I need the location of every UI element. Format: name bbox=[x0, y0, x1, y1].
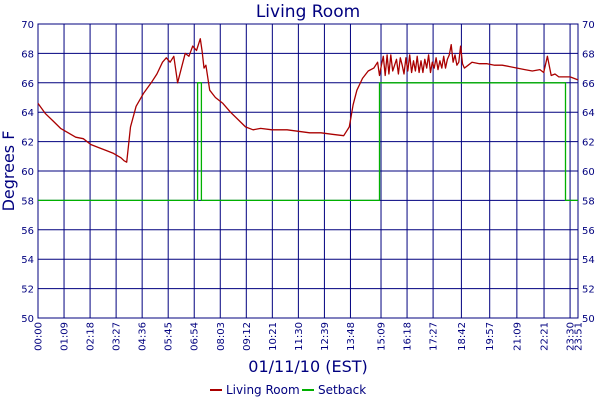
series-line-living-room bbox=[37, 38, 579, 163]
x-tick-label: 16:18 bbox=[403, 322, 414, 351]
y-tick-label-right: 64 bbox=[582, 108, 595, 119]
y-tick-label-left: 58 bbox=[21, 196, 34, 207]
y-tick-label-left: 62 bbox=[21, 138, 34, 149]
y-tick-label-right: 56 bbox=[582, 226, 595, 237]
x-tick-label: 09:12 bbox=[242, 322, 253, 351]
y-tick-label-right: 70 bbox=[582, 20, 595, 31]
y-axis-left: 50 52 54 56 58 60 62 64 66 68 70 bbox=[21, 20, 34, 325]
y-tick-label-left: 70 bbox=[21, 20, 34, 31]
x-tick-label: 12:39 bbox=[320, 322, 331, 351]
x-tick-label: 04:36 bbox=[138, 322, 149, 351]
y-tick-label-left: 54 bbox=[21, 255, 34, 266]
x-tick-label: 02:18 bbox=[86, 322, 97, 351]
x-tick-label: 23:51 bbox=[574, 322, 585, 351]
grid bbox=[38, 24, 578, 318]
y-tick-label-right: 66 bbox=[582, 79, 595, 90]
x-tick-label: 03:27 bbox=[112, 322, 123, 351]
y-tick-label-left: 60 bbox=[21, 167, 34, 178]
y-tick-label-left: 66 bbox=[21, 79, 34, 90]
legend-label-living-room: Living Room bbox=[226, 383, 300, 397]
x-tick-label: 05:45 bbox=[164, 322, 175, 351]
x-tick-label: 01:09 bbox=[60, 322, 71, 351]
chart-title: Living Room bbox=[256, 2, 360, 22]
x-tick-label: 00:00 bbox=[34, 322, 45, 351]
plot-area bbox=[37, 23, 579, 319]
y-tick-label-left: 68 bbox=[21, 49, 34, 60]
x-tick-label: 08:03 bbox=[216, 322, 227, 351]
y-tick-label-left: 56 bbox=[21, 226, 34, 237]
y-tick-label-right: 50 bbox=[582, 314, 595, 325]
x-axis: 00:00 01:09 02:18 03:27 04:36 05:45 06:54 08:03… bbox=[34, 322, 585, 351]
x-tick-label: 23:30 bbox=[566, 322, 577, 351]
x-tick-label: 06:54 bbox=[190, 322, 201, 351]
x-tick-label: 10:21 bbox=[268, 322, 279, 351]
series-line-setback bbox=[38, 82, 578, 202]
y-tick-label-right: 54 bbox=[582, 255, 595, 266]
x-tick-label: 21:09 bbox=[512, 322, 523, 351]
y-tick-label-left: 50 bbox=[21, 314, 34, 325]
y-tick-label-right: 58 bbox=[582, 196, 595, 207]
x-axis-label: 01/11/10 (EST) bbox=[248, 357, 367, 376]
y-tick-label-right: 68 bbox=[582, 49, 595, 60]
x-tick-label: 15:09 bbox=[377, 322, 388, 351]
x-tick-label: 17:27 bbox=[429, 322, 440, 351]
y-tick-label-left: 64 bbox=[21, 108, 34, 119]
y-tick-label-right: 60 bbox=[582, 167, 595, 178]
y-axis-right: 50 52 54 56 58 60 62 64 66 68 70 bbox=[582, 20, 595, 325]
x-tick-label: 11:30 bbox=[294, 322, 305, 351]
x-tick-label: 19:57 bbox=[485, 322, 496, 351]
y-axis-label: Degrees F bbox=[0, 131, 18, 212]
x-tick-label: 22:21 bbox=[540, 322, 551, 351]
x-tick-label: 13:48 bbox=[346, 322, 357, 351]
y-tick-label-left: 52 bbox=[21, 285, 34, 296]
legend: Living Room Setback bbox=[210, 383, 366, 397]
y-tick-label-right: 52 bbox=[582, 285, 595, 296]
legend-label-setback: Setback bbox=[318, 383, 366, 397]
series-layer bbox=[37, 38, 579, 202]
y-tick-label-right: 62 bbox=[582, 138, 595, 149]
x-tick-label: 18:42 bbox=[457, 322, 468, 351]
